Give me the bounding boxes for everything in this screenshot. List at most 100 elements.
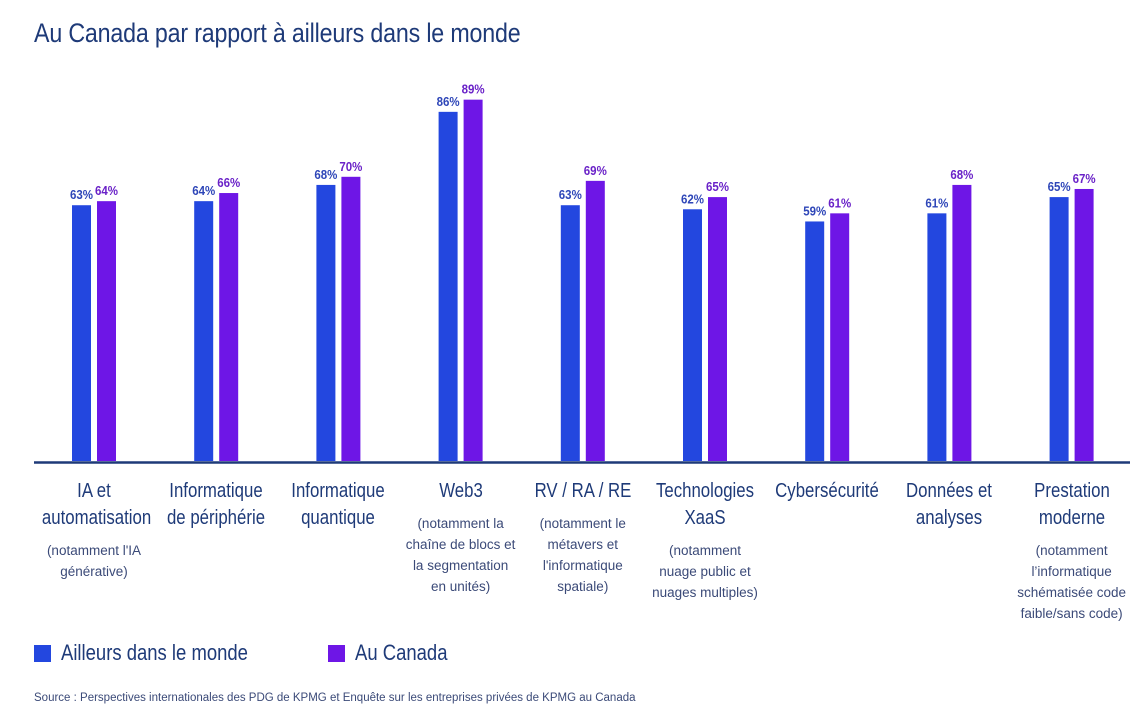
category-note-line: l’informatique bbox=[1031, 564, 1112, 579]
category-note-line: nuage public et bbox=[659, 564, 751, 579]
bar-canada bbox=[708, 197, 727, 461]
data-label-canada: 69% bbox=[584, 163, 607, 178]
data-label-canada: 64% bbox=[95, 183, 118, 198]
category-label: RV / RA / RE (notamment le métavers et l'in… bbox=[521, 478, 645, 597]
source-note: Source : Perspectives internationales de… bbox=[34, 692, 636, 704]
category-note-line: chaîne de blocs et bbox=[405, 537, 516, 552]
category-note-line: (notamment l'IA bbox=[46, 543, 142, 558]
category-note-line: (notamment la bbox=[417, 516, 504, 531]
category-name: RV / RA / RE bbox=[531, 478, 635, 505]
category-label: Web3 (notamment la chaîne de blocs et la se… bbox=[399, 478, 523, 597]
bar-ailleurs bbox=[316, 184, 336, 462]
legend-item-ailleurs: Ailleurs dans le monde bbox=[34, 640, 284, 666]
bar-canada bbox=[1074, 188, 1094, 462]
data-label-ailleurs: 64% bbox=[192, 183, 215, 198]
category-label: IA et automatisation (notamment l'IA généra… bbox=[32, 478, 156, 582]
category-name-line: Prestation bbox=[1033, 480, 1110, 502]
data-label-ailleurs: 62% bbox=[681, 191, 704, 206]
category-note: (notamment l'IA générative) bbox=[32, 540, 156, 582]
category-note-line: nuages multiples) bbox=[652, 585, 758, 600]
bar-ailleurs bbox=[72, 205, 91, 461]
category-name-line: quantique bbox=[301, 507, 376, 529]
bar-ailleurs bbox=[194, 201, 214, 461]
data-label-ailleurs: 63% bbox=[559, 187, 582, 202]
category-note-line: (notamment bbox=[668, 543, 742, 558]
category-name-line: automatisation bbox=[41, 507, 152, 529]
bar-ailleurs bbox=[927, 213, 947, 461]
data-label-canada: 65% bbox=[706, 179, 729, 194]
bar-ailleurs bbox=[1049, 197, 1069, 461]
data-label-canada: 68% bbox=[950, 167, 973, 182]
legend: Ailleurs dans le monde Au Canada bbox=[34, 640, 509, 666]
category-name-line: Web3 bbox=[438, 480, 483, 502]
category-name: Données et analyses bbox=[897, 478, 1001, 532]
legend-swatch-canada bbox=[327, 644, 345, 662]
category-name: Informatique quantique bbox=[286, 478, 390, 532]
category-name: Technologies XaaS bbox=[653, 478, 757, 532]
category-note-line: spatiale) bbox=[557, 579, 609, 594]
category-name: Web3 bbox=[409, 478, 513, 505]
category-name-line: de périphérie bbox=[167, 507, 266, 529]
category-name-line: Informatique bbox=[291, 480, 386, 502]
category-name-line: XaaS bbox=[684, 507, 726, 529]
bar-canada bbox=[830, 213, 850, 461]
bar-ailleurs bbox=[438, 111, 458, 461]
category-name-line: moderne bbox=[1038, 507, 1105, 529]
category-label: Technologies XaaS (notamment nuage public e… bbox=[643, 478, 767, 603]
legend-swatch-ailleurs bbox=[34, 644, 51, 662]
data-label-canada: 67% bbox=[1073, 171, 1096, 186]
data-label-ailleurs: 65% bbox=[1048, 179, 1071, 194]
category-label: Données et analyses bbox=[887, 478, 1011, 532]
data-label-canada: 89% bbox=[462, 82, 485, 97]
data-label-ailleurs: 68% bbox=[314, 167, 337, 182]
category-label: Informatique quantique bbox=[276, 478, 400, 532]
category-note-line: générative) bbox=[60, 564, 128, 579]
data-label-ailleurs: 59% bbox=[803, 203, 826, 218]
legend-item-canada: Au Canada bbox=[327, 640, 465, 666]
data-label-canada: 61% bbox=[828, 195, 851, 210]
data-label-ailleurs: 63% bbox=[70, 187, 93, 202]
category-label: Informatique de périphérie bbox=[154, 478, 278, 532]
bar-canada bbox=[219, 193, 239, 462]
bar-canada bbox=[97, 201, 116, 461]
bar-ailleurs bbox=[560, 205, 580, 461]
category-name-line: Données et bbox=[906, 480, 993, 502]
category-name-line: IA et bbox=[77, 480, 111, 502]
bar-canada bbox=[463, 99, 483, 461]
data-label-ailleurs: 86% bbox=[437, 94, 460, 109]
data-label-canada: 66% bbox=[217, 175, 240, 190]
category-note: (notamment l’informatique schématisée code… bbox=[1010, 540, 1134, 624]
chart-title: Au Canada par rapport à ailleurs dans le… bbox=[34, 18, 521, 48]
category-name: Informatique de périphérie bbox=[164, 478, 268, 532]
bars-layer: 63% 64% 64%66%68%70%86%89%63%69%62%65%59%6… bbox=[70, 82, 1096, 462]
category-note: (notamment le métavers et l'informatique sp… bbox=[521, 513, 645, 597]
bar-canada bbox=[952, 184, 972, 462]
category-label: Cybersécurité bbox=[765, 478, 889, 505]
category-note-line: schématisée code bbox=[1017, 585, 1126, 600]
bar-ailleurs bbox=[805, 221, 825, 461]
category-name-line: RV / RA / RE bbox=[534, 480, 632, 502]
category-note-line: en unités) bbox=[430, 579, 491, 594]
category-note: (notamment la chaîne de blocs et la segmen… bbox=[399, 513, 523, 597]
bar-canada bbox=[585, 180, 605, 462]
category-note-line: l'informatique bbox=[542, 558, 623, 573]
category-name: Prestation moderne bbox=[1020, 478, 1124, 532]
category-name: IA et automatisation bbox=[41, 478, 152, 532]
bar-ailleurs bbox=[683, 209, 702, 461]
category-name: Cybersécurité bbox=[775, 478, 879, 505]
category-label: Prestation moderne (notamment l’informatiqu… bbox=[1010, 478, 1134, 624]
category-note-line: faible/sans code) bbox=[1020, 606, 1123, 621]
category-note-line: (notamment bbox=[1035, 543, 1108, 558]
category-note-line: la segmentation bbox=[412, 558, 509, 573]
bar-canada bbox=[341, 176, 361, 462]
category-name-line: Technologies bbox=[655, 480, 755, 502]
data-label-canada: 70% bbox=[339, 159, 362, 174]
category-name-line: analyses bbox=[916, 507, 983, 529]
legend-label-ailleurs: Ailleurs dans le monde bbox=[61, 640, 248, 665]
data-label-ailleurs: 61% bbox=[925, 195, 948, 210]
category-name-line: Informatique bbox=[169, 480, 263, 502]
legend-label-canada: Au Canada bbox=[354, 640, 448, 665]
category-note-line: (notamment le bbox=[539, 516, 626, 531]
category-note-line: métavers et bbox=[547, 537, 619, 552]
